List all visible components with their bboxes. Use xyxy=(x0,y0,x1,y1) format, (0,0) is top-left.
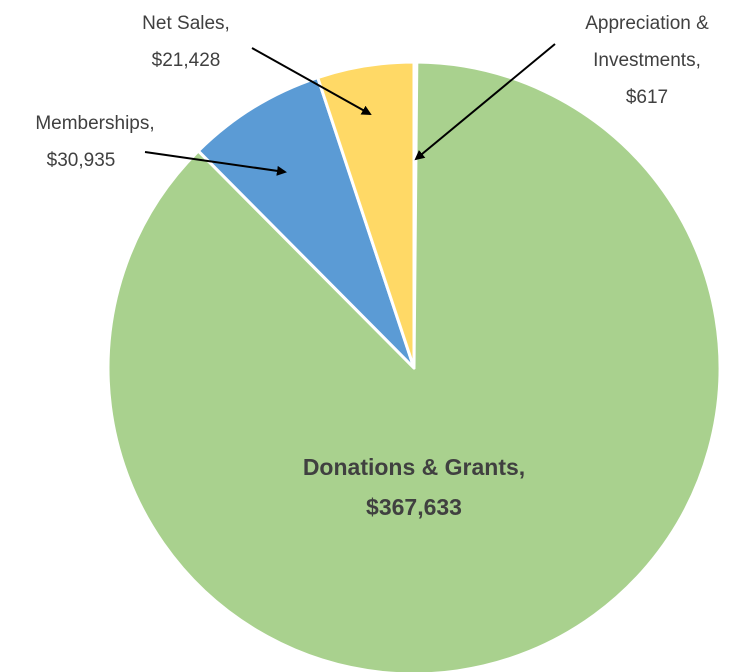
net-sales-slice xyxy=(316,60,416,370)
appreciation-label-line1: Appreciation & xyxy=(585,13,709,34)
appreciation-value-label: $617 xyxy=(626,87,668,108)
net-sales-value-label: $21,428 xyxy=(152,50,221,71)
memberships-slice xyxy=(196,76,416,370)
net-sales-label-line1: Net Sales, xyxy=(142,13,230,34)
appreciation-label-line2: Investments, xyxy=(593,50,701,71)
memberships-value-label: $30,935 xyxy=(47,150,116,171)
net-sales-leader-arrow xyxy=(251,47,372,115)
memberships-leader-arrow xyxy=(144,151,287,176)
appreciation-leader-arrow xyxy=(414,43,556,161)
memberships-label-line1: Memberships, xyxy=(35,113,154,134)
donations-value-label: $367,633 xyxy=(366,494,462,520)
donations-label-line1: Donations & Grants, xyxy=(303,454,525,480)
pie-slices xyxy=(106,60,722,672)
